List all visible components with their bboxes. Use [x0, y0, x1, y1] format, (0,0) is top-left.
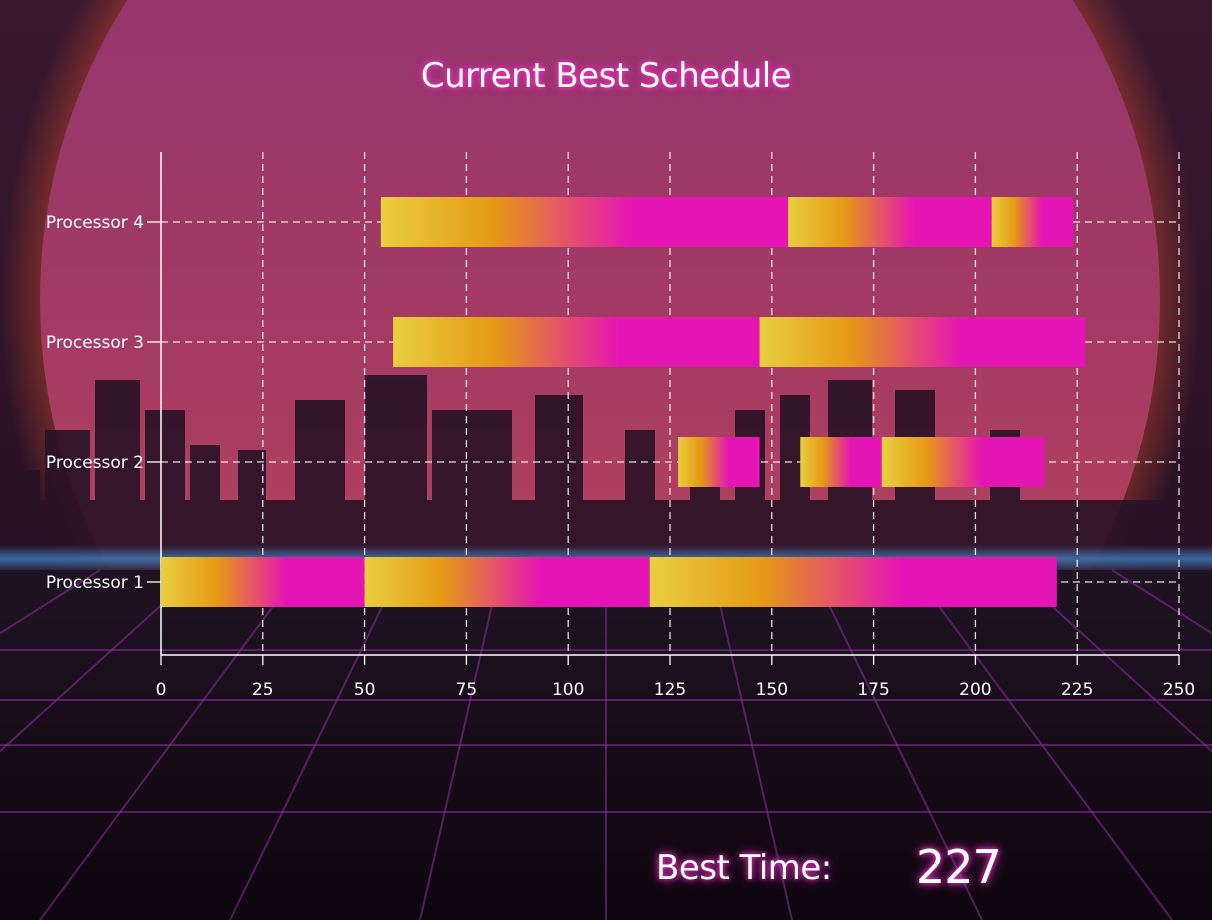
y-category-label: Processor 4 [46, 213, 144, 233]
y-category-label: Processor 3 [46, 333, 144, 353]
x-tick-label: 150 [756, 680, 788, 700]
axis-labels: 0 25 50 75 100 125 150 175 200 225 250 Processor 1 P… [46, 213, 1195, 700]
task-bar [678, 437, 760, 487]
x-tick-label: 175 [857, 680, 889, 700]
x-tick-label: 75 [456, 680, 478, 700]
task-bar [364, 557, 650, 607]
chart-title: Current Best Schedule [420, 56, 792, 96]
x-tick-label: 200 [959, 680, 991, 700]
y-category-label: Processor 2 [46, 453, 144, 473]
task-bar [800, 437, 882, 487]
best-time-value: 227 [916, 840, 1002, 894]
x-tick-label: 0 [156, 680, 167, 700]
x-tick-label: 125 [654, 680, 686, 700]
task-bar [393, 317, 760, 367]
x-tick-label: 25 [252, 680, 274, 700]
y-category-label: Processor 1 [46, 573, 144, 593]
x-tick-label: 225 [1061, 680, 1093, 700]
task-bar [161, 557, 365, 607]
task-bar [380, 197, 789, 247]
x-tick-label: 50 [354, 680, 376, 700]
x-tick-label: 250 [1163, 680, 1195, 700]
task-bar [759, 317, 1086, 367]
task-bar [991, 197, 1074, 247]
x-tick-label: 100 [552, 680, 584, 700]
task-bar [649, 557, 1057, 607]
task-bars [161, 197, 1086, 607]
task-bar [788, 197, 992, 247]
best-time-label: Best Time: [656, 848, 832, 888]
task-bar [881, 437, 1045, 487]
